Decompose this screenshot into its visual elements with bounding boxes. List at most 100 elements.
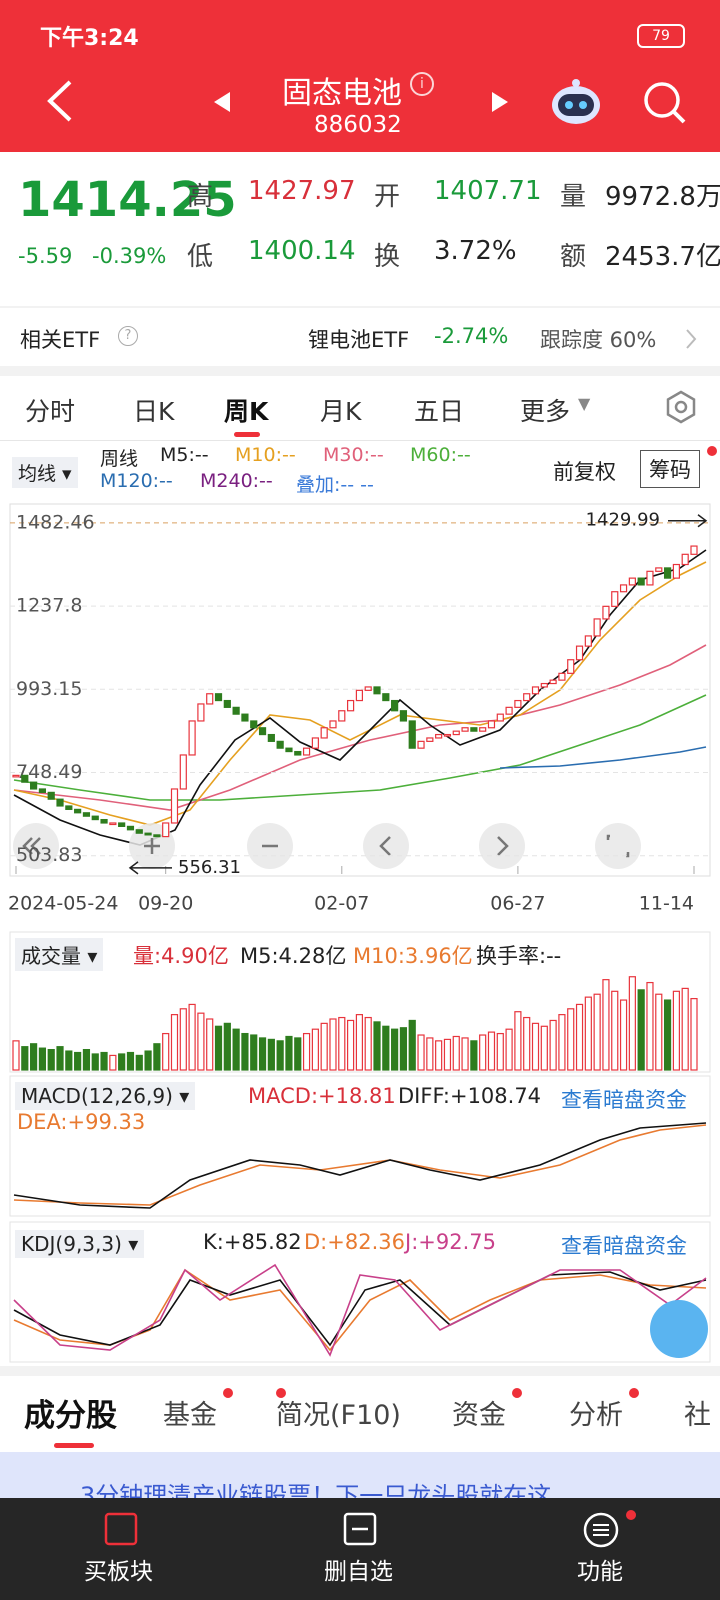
volume-legend: M5:4.28亿 bbox=[240, 944, 347, 968]
volume-bar bbox=[663, 999, 672, 1071]
volume-bar bbox=[567, 1008, 575, 1071]
zoom-button[interactable] bbox=[595, 823, 641, 869]
candle bbox=[232, 706, 240, 715]
more-arrow: ▼ bbox=[578, 394, 591, 413]
volume-bar bbox=[628, 976, 636, 1071]
diff-value: DIFF:+108.74 bbox=[398, 1084, 542, 1108]
ma-legend-item: 周线 bbox=[100, 448, 139, 470]
section-tab[interactable]: 分析 bbox=[569, 1400, 623, 1431]
ma-line bbox=[13, 644, 707, 811]
zoom-button[interactable] bbox=[479, 823, 525, 869]
zoom-button[interactable] bbox=[363, 823, 409, 869]
function-icon[interactable] bbox=[583, 1512, 619, 1548]
period-tab[interactable]: 日K bbox=[133, 397, 175, 426]
section-tab[interactable]: 简况(F10) bbox=[276, 1400, 401, 1431]
volume-bar bbox=[109, 1054, 117, 1071]
volume-bar bbox=[558, 1014, 566, 1071]
section-tab[interactable]: 资金 bbox=[452, 1400, 506, 1431]
candle bbox=[364, 686, 372, 691]
dea-line bbox=[13, 1124, 707, 1206]
j-line bbox=[13, 1263, 707, 1357]
info-icon[interactable]: i bbox=[410, 72, 434, 96]
candle bbox=[47, 791, 55, 800]
volume-bar bbox=[135, 1054, 143, 1071]
candle bbox=[628, 577, 636, 586]
candle bbox=[338, 710, 346, 722]
candle bbox=[170, 788, 179, 824]
volume-bar bbox=[373, 1021, 381, 1071]
candle bbox=[250, 720, 258, 729]
candle bbox=[531, 686, 540, 695]
etf-name[interactable]: 锂电池ETF bbox=[308, 328, 410, 352]
nav-item[interactable]: 删自选 bbox=[324, 1559, 393, 1585]
high-label: 1429.99 bbox=[586, 510, 660, 531]
kdj-link[interactable]: 查看暗盘资金 bbox=[561, 1234, 687, 1258]
candle bbox=[461, 727, 469, 732]
candle bbox=[479, 727, 487, 732]
tip-button[interactable] bbox=[650, 1300, 708, 1358]
volume-selector[interactable]: 成交量 ▾ bbox=[15, 938, 104, 971]
candle bbox=[56, 798, 64, 807]
candle bbox=[470, 727, 478, 732]
section-tab[interactable]: 基金 bbox=[163, 1400, 217, 1431]
remove-icon[interactable] bbox=[343, 1512, 377, 1546]
help-icon[interactable]: ? bbox=[118, 326, 138, 346]
macd-selector[interactable]: MACD(12,26,9) ▾ bbox=[15, 1082, 196, 1110]
volume-bar bbox=[197, 1012, 205, 1071]
period-tab[interactable]: 更多 bbox=[520, 397, 571, 426]
nav-item[interactable]: 功能 bbox=[577, 1559, 623, 1585]
prev-button[interactable] bbox=[212, 90, 232, 114]
search-button[interactable] bbox=[642, 80, 688, 126]
period-tab[interactable]: 周K bbox=[224, 397, 269, 426]
candle bbox=[65, 805, 73, 810]
candle bbox=[487, 720, 496, 729]
field-label: 换 bbox=[374, 242, 401, 272]
section-tab[interactable]: 社 bbox=[684, 1400, 711, 1431]
macd-link[interactable]: 查看暗盘资金 bbox=[561, 1088, 687, 1112]
candle bbox=[153, 834, 161, 838]
volume-bar bbox=[320, 1022, 328, 1071]
zoom-button[interactable] bbox=[13, 823, 59, 869]
buy-icon[interactable] bbox=[104, 1512, 138, 1546]
next-button[interactable] bbox=[490, 90, 510, 114]
period-tab[interactable]: 分时 bbox=[25, 397, 76, 426]
settings-icon[interactable] bbox=[664, 390, 698, 424]
nav-item[interactable]: 买板块 bbox=[84, 1559, 153, 1585]
status-time: 下午3:24 bbox=[40, 26, 139, 51]
robot-icon[interactable] bbox=[548, 78, 604, 128]
banner[interactable] bbox=[0, 1452, 720, 1502]
volume-bar bbox=[258, 1037, 267, 1071]
volume-frame bbox=[9, 931, 711, 1073]
period-tab[interactable]: 五日 bbox=[414, 397, 465, 426]
volume-bar bbox=[470, 1040, 478, 1071]
candle bbox=[575, 645, 584, 661]
field-label: 高 bbox=[187, 182, 214, 212]
chip-button[interactable]: 筹码 bbox=[640, 450, 700, 488]
candle bbox=[285, 747, 293, 753]
section-tab[interactable]: 成分股 bbox=[24, 1398, 117, 1434]
period-tab[interactable]: 月K bbox=[320, 397, 362, 426]
volume-bar bbox=[329, 1018, 337, 1071]
volume-bar bbox=[153, 1043, 161, 1071]
volume-bar bbox=[38, 1047, 47, 1071]
chevron bbox=[686, 329, 697, 349]
kline-frame bbox=[9, 503, 711, 877]
volume-bar bbox=[126, 1051, 135, 1071]
volume-bar bbox=[426, 1037, 434, 1071]
ma-legend-item: 叠加:-- -- bbox=[296, 474, 374, 496]
battery: 79 bbox=[637, 24, 685, 48]
back-button[interactable] bbox=[40, 78, 80, 124]
kdj-selector[interactable]: KDJ(9,3,3) ▾ bbox=[15, 1230, 145, 1258]
candle bbox=[602, 605, 610, 620]
volume-bar bbox=[584, 996, 592, 1071]
volume-bar bbox=[611, 990, 619, 1071]
ma-selector[interactable]: 均线 ▾ bbox=[12, 457, 78, 488]
macd-frame bbox=[9, 1075, 711, 1217]
candle bbox=[126, 825, 135, 831]
adjust-option[interactable]: 前复权 bbox=[553, 460, 616, 484]
d-value: D:+82.36 bbox=[304, 1230, 405, 1254]
volume-bar bbox=[672, 990, 680, 1071]
candle bbox=[206, 693, 214, 705]
